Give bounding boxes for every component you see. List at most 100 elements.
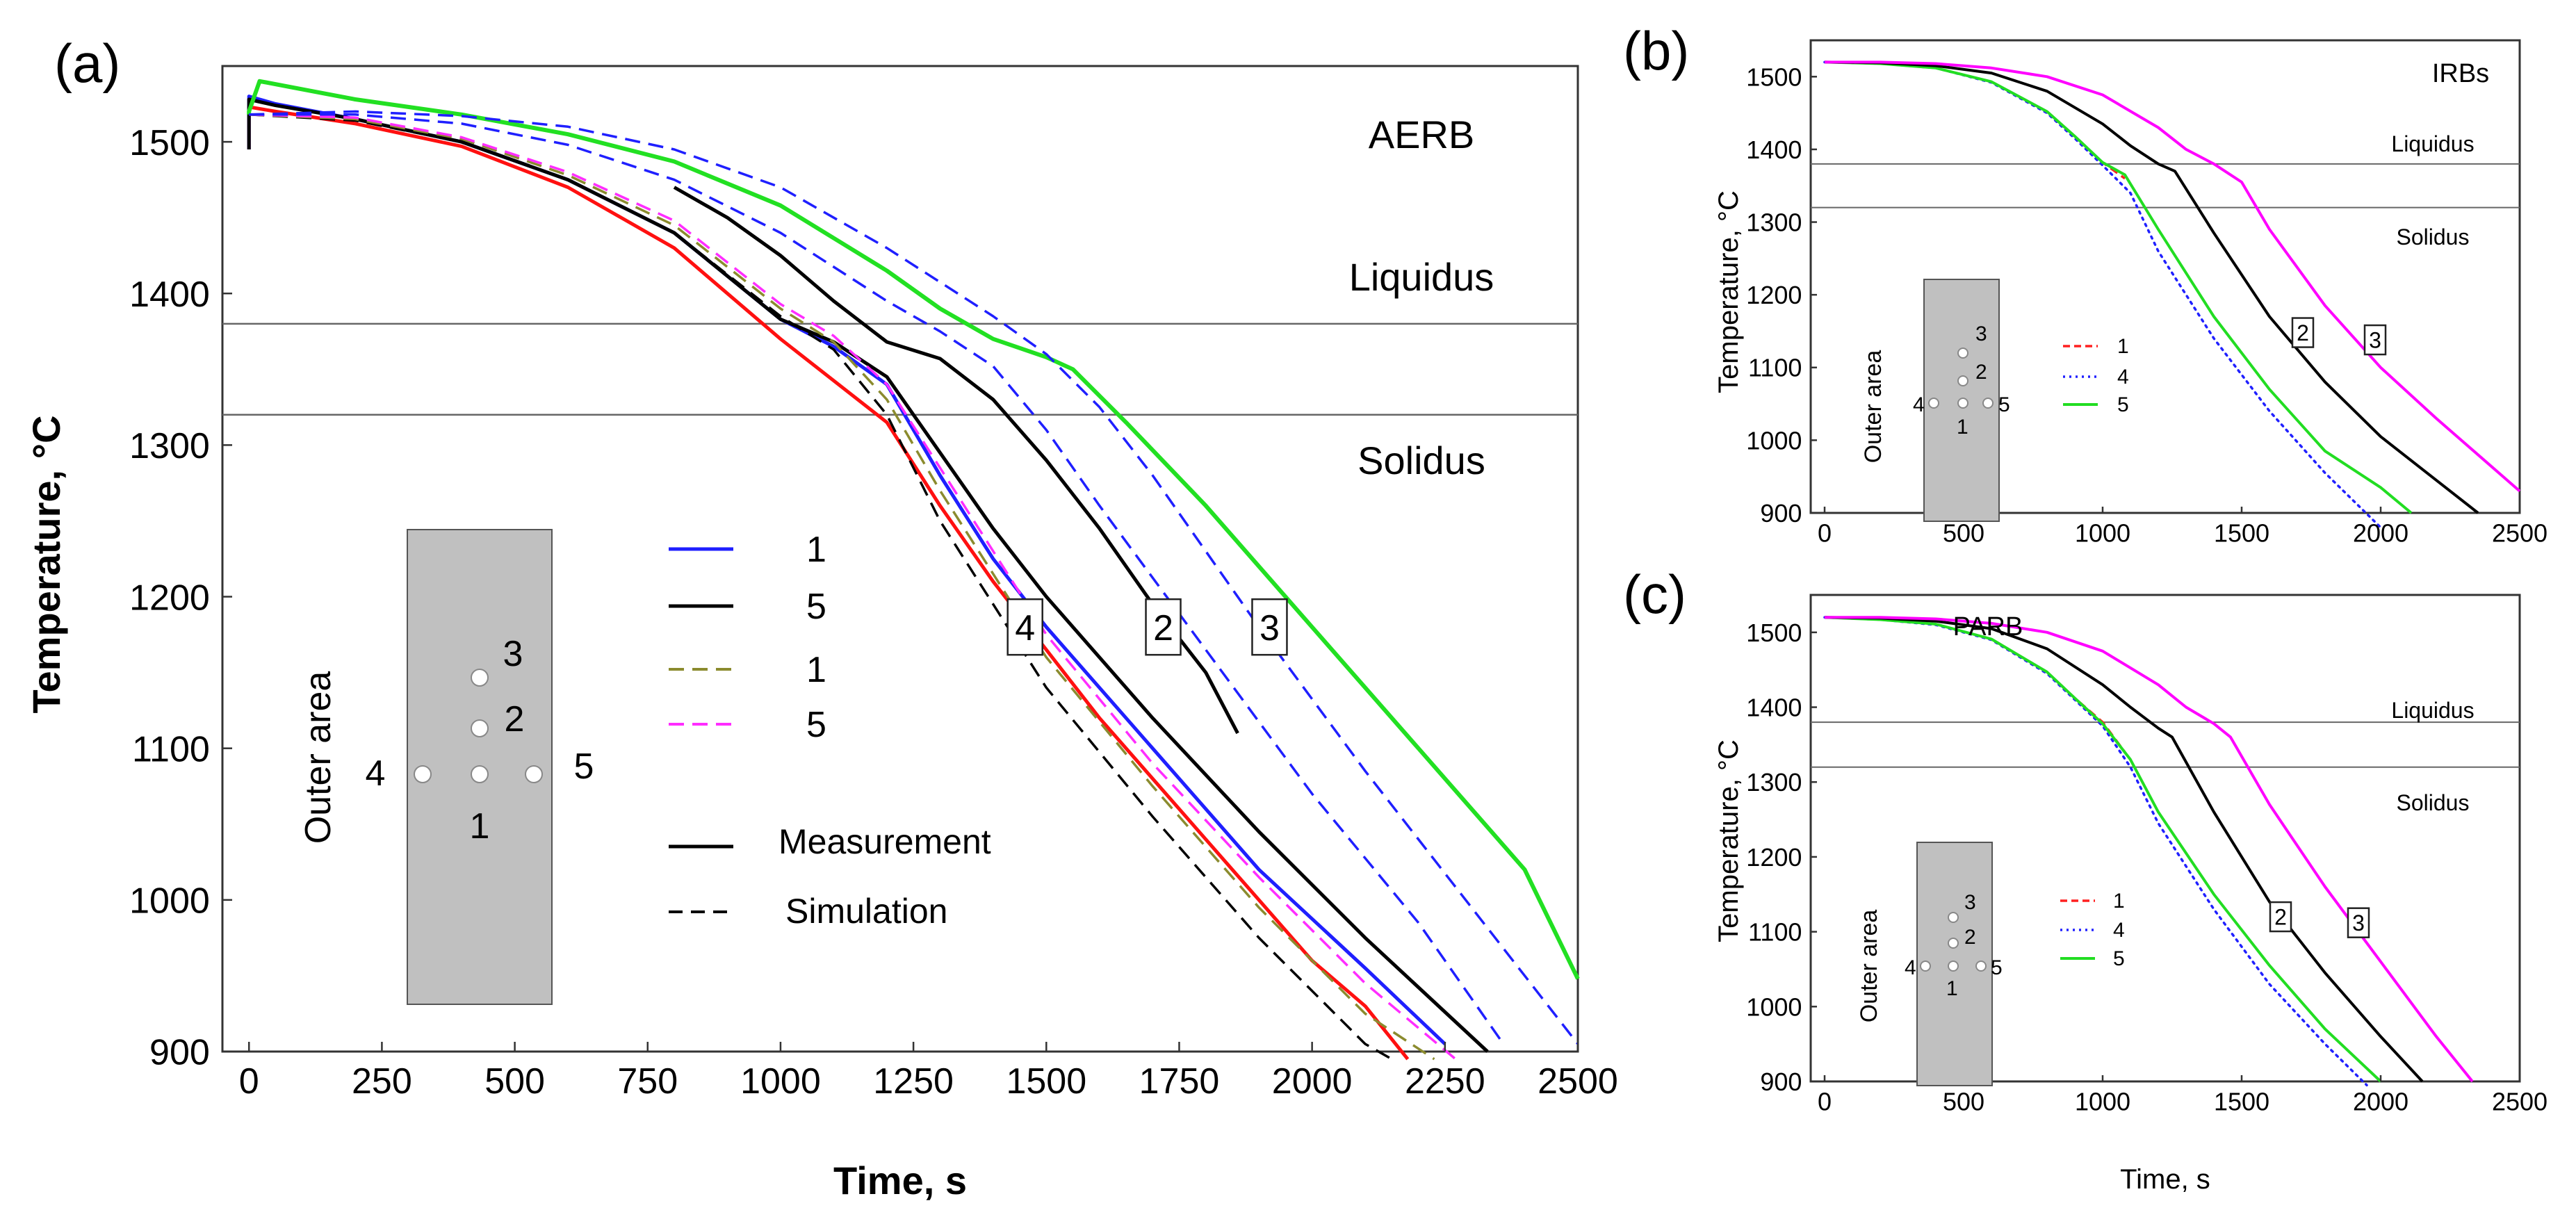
y-tick-label-a: 1100 — [132, 729, 210, 769]
inset-c-label-1: 1 — [1946, 977, 1958, 1000]
series-line-b-3 — [1825, 60, 2521, 493]
inset-point-3 — [471, 669, 489, 687]
series-line-a-simulation-1 — [249, 113, 1435, 1061]
x-tick-label-a: 2000 — [1272, 1061, 1353, 1102]
inset-c-point-1 — [1948, 961, 1959, 972]
series-line-a-measurement-3 — [247, 79, 1580, 980]
plot-frame-b — [1809, 39, 2521, 514]
inset-b-label-5: 5 — [1998, 393, 2010, 416]
chart-title-b: IRBs — [2432, 59, 2489, 88]
liquidus-label-b: Liquidus — [2391, 131, 2474, 156]
series-line-b-2 — [1824, 60, 2479, 514]
inset-c-label-4: 4 — [1905, 956, 1916, 979]
curve-tag-b-2: 2 — [2291, 317, 2315, 348]
legend-b-label-0: 1 — [2117, 335, 2129, 358]
curve-tag-label: 2 — [2274, 905, 2287, 930]
series-line-c-5 — [1824, 616, 2382, 1083]
curve-tag-box — [1251, 598, 1288, 656]
x-tick-label-a: 750 — [617, 1061, 678, 1102]
y-tick-label-c: 1000 — [1746, 992, 1802, 1021]
panel-b: (b) 0 500 1000 1500 2000 2500 900 1000 1100 1200 1… — [1623, 20, 2548, 547]
chart-title-a: AERB — [1369, 113, 1475, 156]
inset-b-point-5 — [1982, 398, 1994, 409]
inset-b-label-1: 1 — [1957, 416, 1968, 439]
y-tick-label-a: 1500 — [129, 123, 210, 163]
series-line-b-5 — [1824, 60, 2413, 514]
inset-b-point-3 — [1957, 348, 1968, 359]
x-tick-label-c: 1000 — [2075, 1087, 2130, 1115]
y-tick-label-b: 1300 — [1746, 208, 1802, 236]
curve-tag-label: 2 — [1153, 608, 1173, 648]
y-tick-label-c: 900 — [1760, 1068, 1802, 1096]
inset-point-5 — [525, 765, 543, 783]
inset-label-4: 4 — [366, 753, 386, 794]
y-tick-label-b: 1100 — [1748, 354, 1802, 382]
legend-c-label-1: 4 — [2113, 919, 2125, 942]
inset-title-a: Outer area — [298, 671, 339, 844]
x-tick-label-b: 2500 — [2492, 518, 2548, 547]
x-tick-label-a: 2250 — [1405, 1061, 1485, 1102]
y-tick-label-a: 1200 — [129, 578, 210, 618]
inset-c-label-3: 3 — [1964, 891, 1976, 914]
curve-tag-label: 3 — [2352, 910, 2365, 935]
gridlines-c — [1811, 721, 2520, 768]
y-tick-label-c: 1500 — [1746, 619, 1802, 647]
series-line-a-simulation-5 — [249, 113, 1457, 1061]
legend-a-label-0: 1 — [806, 530, 826, 570]
curve-tag-label: 3 — [1260, 608, 1280, 648]
inset-b-point-4 — [1928, 398, 1939, 409]
series-line-a-simulation-3 — [249, 110, 1579, 1045]
curve-tag-label: 3 — [2369, 328, 2381, 353]
panel-label-c: (c) — [1623, 564, 1686, 625]
curve-tag-c-2: 2 — [2269, 901, 2292, 933]
x-tick-label-a: 2500 — [1538, 1061, 1618, 1102]
curve-tag-b-3: 3 — [2363, 324, 2387, 356]
plot-frame-c — [1809, 594, 2521, 1083]
curve-tag-box — [1006, 598, 1043, 656]
inset-c-point-3 — [1948, 912, 1959, 923]
y-tick-label-b: 900 — [1760, 499, 1802, 528]
inset-schematic-a: Outer area 3 2 1 4 5 — [298, 529, 594, 1005]
series-lines-b — [1823, 60, 2521, 529]
chart-title-c: PARB — [1953, 612, 2023, 641]
inset-point-1 — [471, 765, 489, 783]
x-tick-label-c: 500 — [1943, 1087, 1984, 1115]
curve-tag-box — [2269, 901, 2292, 933]
y-tick-label-c: 1300 — [1746, 768, 1802, 796]
inset-c-point-5 — [1975, 961, 1987, 972]
x-tick-label-b: 1500 — [2214, 518, 2269, 547]
legend-a-label-3: 5 — [806, 705, 826, 745]
legend-b-label-1: 4 — [2117, 366, 2129, 389]
xlabel-c: Time, s — [2120, 1164, 2210, 1195]
solidus-label-c: Solidus — [2397, 790, 2470, 815]
ticks-c: 0 500 1000 1500 2000 2500 900 1000 1100 1200 1300 1… — [1746, 619, 2548, 1116]
inset-c-label-2: 2 — [1964, 926, 1976, 949]
ticks-a: 0 250 500 750 1000 1250 1500 1750 2000 2250 2500 90… — [129, 123, 1618, 1102]
y-tick-label-a: 900 — [149, 1033, 210, 1073]
legend-c-label-2: 5 — [2113, 947, 2125, 970]
y-tick-label-a: 1400 — [129, 275, 210, 315]
x-tick-label-a: 0 — [239, 1061, 259, 1102]
curve-tag-a-2: 2 — [1145, 598, 1182, 656]
inset-b-label-2: 2 — [1975, 361, 1987, 384]
curve-tag-box — [2363, 324, 2387, 356]
y-tick-label-b: 1400 — [1746, 136, 1802, 164]
gridlines-a — [222, 322, 1578, 416]
panel-label-a: (a) — [54, 33, 120, 94]
legend-a-label-1: 5 — [806, 587, 826, 627]
curve-tag-box — [2291, 317, 2315, 348]
legend-b-label-2: 5 — [2117, 393, 2129, 416]
curve-tag-label: 2 — [2297, 320, 2309, 345]
legend-b: 1 4 5 — [2063, 335, 2129, 416]
inset-title-b: Outer area — [1860, 350, 1886, 464]
panel-label-b: (b) — [1623, 20, 1689, 81]
panel-a: (a) 0 250 500 750 1000 1250 1500 1750 2000 2250 25… — [24, 33, 1618, 1202]
curve-tags-a: 4 2 3 — [1006, 598, 1288, 656]
x-tick-label-a: 500 — [484, 1061, 545, 1102]
ylabel-b: Temperature, °C — [1713, 190, 1744, 393]
y-tick-label-c: 1400 — [1746, 693, 1802, 721]
inset-schematic-c: Outer area 3 2 1 4 5 — [1856, 842, 2003, 1086]
x-tick-label-c: 1500 — [2214, 1087, 2269, 1115]
